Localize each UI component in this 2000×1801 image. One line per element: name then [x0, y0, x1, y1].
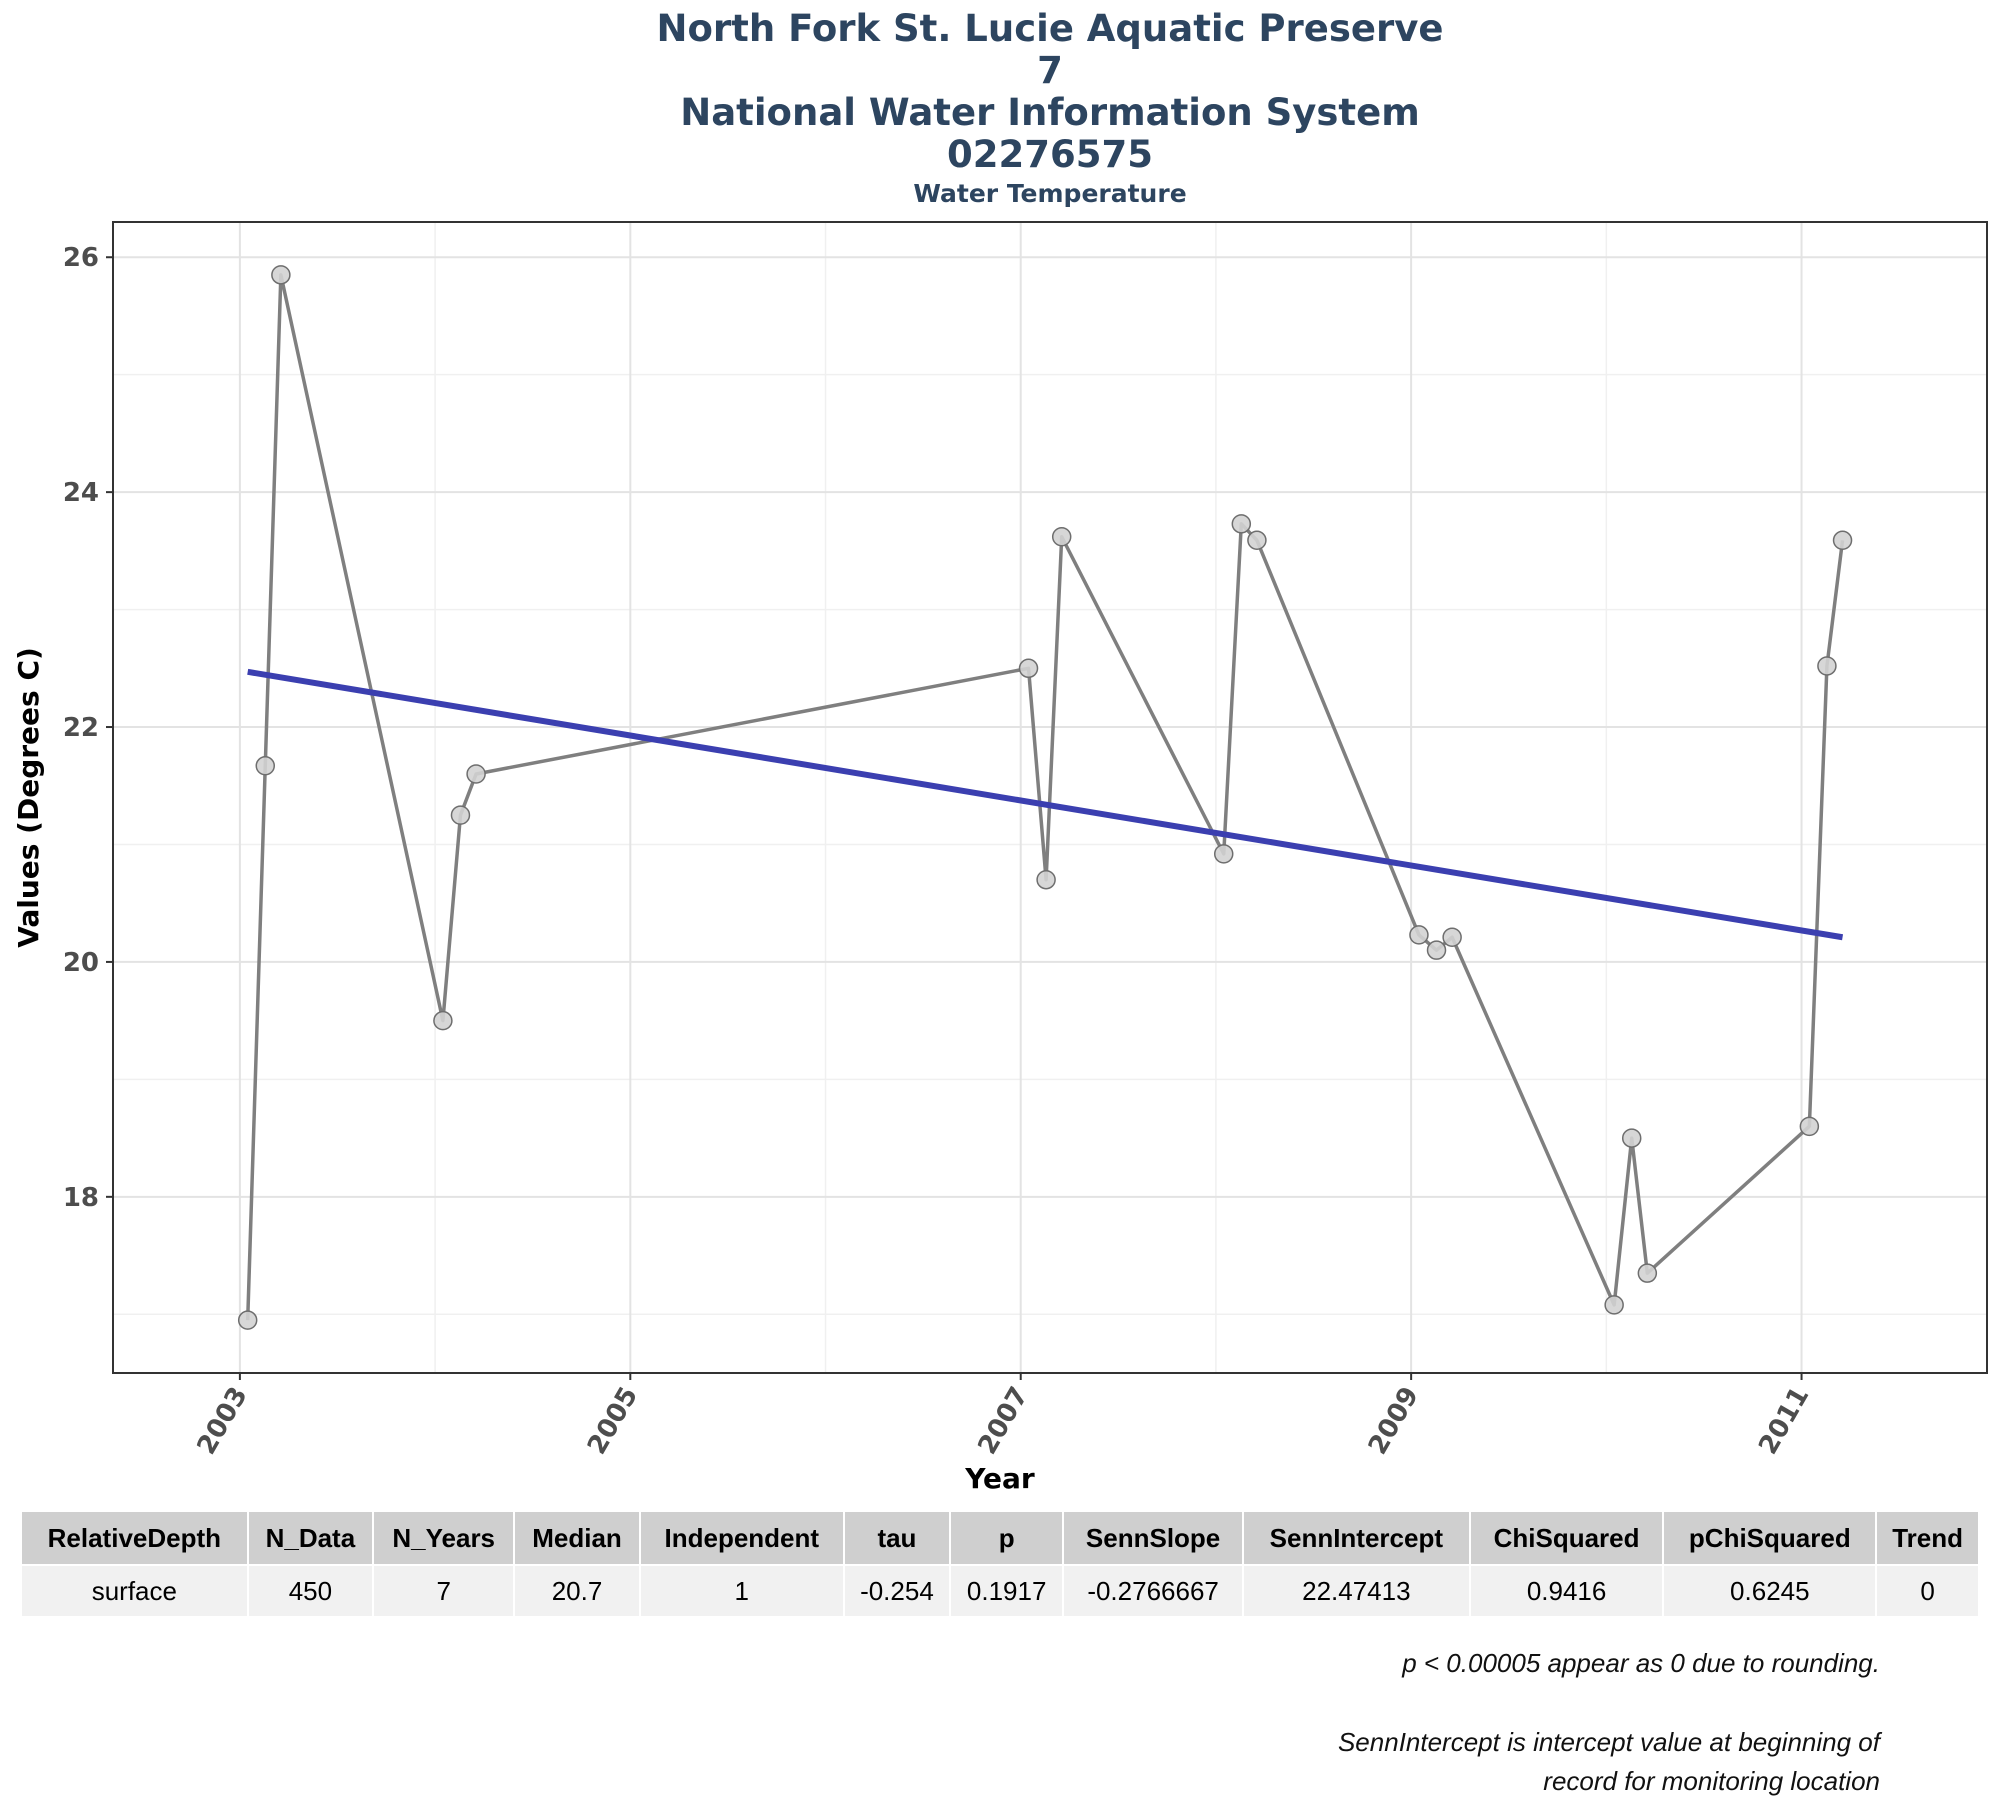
- data-point: [1637, 1263, 1658, 1283]
- data-point: [1799, 1116, 1820, 1137]
- stats-table: RelativeDepth N_Data N_Years Median Inde…: [22, 1512, 1980, 1616]
- x-tick-label: 2007: [972, 1382, 1034, 1460]
- cell-tau: -0.254: [843, 1564, 952, 1616]
- x-tick-label: 2005: [582, 1382, 644, 1460]
- data-point: [450, 805, 471, 825]
- y-tick-label: 24: [63, 478, 99, 508]
- cell-n-data: 450: [247, 1564, 375, 1616]
- y-axis-title: Values (Degrees C): [12, 647, 45, 948]
- chart-titles: North Fork St. Lucie Aquatic Preserve 7 …: [0, 8, 2000, 210]
- data-point: [1051, 527, 1072, 547]
- intercept-note: SennIntercept is intercept value at begi…: [1338, 1723, 1880, 1801]
- data-point: [271, 265, 291, 285]
- data-point: [1817, 656, 1837, 676]
- x-axis-title: Year: [964, 1462, 1035, 1495]
- intercept-note-line-2: record for monitoring location: [1543, 1766, 1880, 1796]
- header-trend: Trend: [1876, 1512, 1980, 1565]
- cell-relativedepth: surface: [22, 1564, 249, 1616]
- data-point: [1832, 530, 1853, 551]
- rounding-note: p < 0.00005 appear as 0 due to rounding.: [1402, 1648, 1880, 1678]
- header-sennslope: SennSlope: [1063, 1512, 1244, 1565]
- trend-line: [247, 668, 1844, 941]
- cell-n-years: 7: [373, 1564, 516, 1616]
- data-point: [1036, 869, 1056, 890]
- y-tick-label: 20: [63, 948, 99, 978]
- data-point: [1621, 1128, 1642, 1148]
- cell-independent: 1: [639, 1564, 845, 1616]
- observation-line: [245, 273, 1845, 1321]
- header-p: p: [950, 1512, 1065, 1565]
- data-point: [1604, 1295, 1624, 1315]
- cell-median: 20.7: [514, 1564, 641, 1616]
- chart-title-line-3: National Water Information System: [680, 91, 1420, 134]
- cell-trend: 0: [1876, 1564, 1980, 1616]
- cell-chisquared: 0.9416: [1469, 1564, 1665, 1616]
- stats-data-row: surface 450 7 20.7 1 -0.254 0.1917 -0.27…: [22, 1564, 1980, 1616]
- header-relativedepth: RelativeDepth: [22, 1512, 249, 1565]
- data-point: [1213, 844, 1234, 864]
- header-median: Median: [514, 1512, 641, 1565]
- plot-border: [112, 221, 1988, 1374]
- data-point: [1018, 658, 1039, 679]
- data-point: [1409, 925, 1429, 945]
- chart-title-line-2: 7: [1037, 49, 1063, 92]
- cell-sennintercept: 22.47413: [1242, 1564, 1471, 1616]
- header-tau: tau: [843, 1512, 952, 1565]
- header-pchisquared: pChiSquared: [1663, 1512, 1878, 1565]
- data-point: [1426, 940, 1447, 960]
- chart-subtitle: Water Temperature: [913, 179, 1187, 208]
- chart-title-line-1: North Fork St. Lucie Aquatic Preserve: [656, 7, 1444, 50]
- header-n-years: N_Years: [373, 1512, 516, 1565]
- data-point: [1442, 927, 1462, 948]
- cell-sennslope: -0.2766667: [1063, 1564, 1244, 1616]
- y-tick-label: 22: [63, 713, 99, 743]
- data-point: [433, 1010, 453, 1031]
- chart-svg: 18 20 22 24 26 2003 2005 2007 2009 2011 Year Values…: [12, 221, 1988, 1495]
- data-point: [1231, 514, 1252, 534]
- header-n-data: N_Data: [247, 1512, 375, 1565]
- x-tick-label: 2003: [192, 1382, 254, 1460]
- stats-header-row: RelativeDepth N_Data N_Years Median Inde…: [22, 1512, 1980, 1565]
- data-point: [255, 756, 276, 776]
- cell-p: 0.1917: [950, 1564, 1065, 1616]
- intercept-note-line-1: SennIntercept is intercept value at begi…: [1337, 1727, 1880, 1757]
- y-tick-label: 26: [63, 243, 99, 273]
- cell-pchisquared: 0.6245: [1663, 1564, 1878, 1616]
- x-tick-label: 2011: [1753, 1382, 1815, 1460]
- y-tick-label: 18: [63, 1183, 99, 1213]
- x-tick-label: 2009: [1363, 1382, 1425, 1460]
- header-chisquared: ChiSquared: [1469, 1512, 1665, 1565]
- data-point: [1247, 530, 1267, 551]
- data-point: [237, 1310, 258, 1330]
- header-independent: Independent: [639, 1512, 845, 1565]
- header-sennintercept: SennIntercept: [1242, 1512, 1471, 1565]
- chart-title-line-4: 02276575: [947, 133, 1153, 176]
- data-point: [466, 764, 486, 784]
